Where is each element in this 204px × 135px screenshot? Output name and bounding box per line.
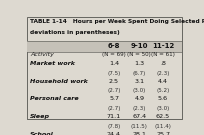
Text: deviations in parentheses): deviations in parentheses) (30, 30, 120, 35)
Text: 5.7: 5.7 (109, 96, 119, 101)
Text: 24.4: 24.4 (107, 132, 121, 135)
Text: 2.5: 2.5 (109, 79, 119, 84)
Text: 71.1: 71.1 (107, 114, 121, 119)
Text: (2.3): (2.3) (156, 71, 170, 76)
Text: 11-12: 11-12 (152, 43, 174, 49)
Text: Activity: Activity (30, 52, 54, 57)
Text: 67.4: 67.4 (132, 114, 146, 119)
Text: School: School (30, 132, 54, 135)
Text: (N = 50): (N = 50) (128, 52, 151, 57)
Text: 5.6: 5.6 (158, 96, 168, 101)
Text: 9-10: 9-10 (131, 43, 148, 49)
Text: (3.0): (3.0) (133, 88, 146, 93)
Text: 1.4: 1.4 (109, 61, 119, 66)
Text: 28.1: 28.1 (132, 132, 146, 135)
Text: (3.0): (3.0) (156, 106, 170, 111)
Text: (2.7): (2.7) (107, 106, 121, 111)
Text: 3.1: 3.1 (134, 79, 144, 84)
Text: .8: .8 (160, 61, 166, 66)
Text: 25.7: 25.7 (156, 132, 170, 135)
Text: 4.9: 4.9 (134, 96, 144, 101)
Text: (N = 69): (N = 69) (102, 52, 126, 57)
Text: 4.4: 4.4 (158, 79, 168, 84)
Text: (N = 61): (N = 61) (151, 52, 175, 57)
Text: (7.5): (7.5) (108, 71, 121, 76)
Text: TABLE 1-14   Hours per Week Spent Doing Selected Primary Activities by Childre: TABLE 1-14 Hours per Week Spent Doing Se… (30, 19, 204, 24)
Text: Market work: Market work (30, 61, 75, 66)
Text: Household work: Household work (30, 79, 88, 84)
Text: 6-8: 6-8 (108, 43, 120, 49)
Text: (2.3): (2.3) (133, 106, 146, 111)
Text: (7.8): (7.8) (108, 124, 121, 129)
Text: (11.5): (11.5) (131, 124, 148, 129)
Text: 62.5: 62.5 (156, 114, 170, 119)
Text: (11.4): (11.4) (155, 124, 172, 129)
Text: (2.7): (2.7) (107, 88, 121, 93)
Text: Sleep: Sleep (30, 114, 50, 119)
Text: (5.2): (5.2) (156, 88, 170, 93)
Text: (6.7): (6.7) (133, 71, 146, 76)
Text: 1.3: 1.3 (134, 61, 144, 66)
Text: Personal care: Personal care (30, 96, 79, 101)
